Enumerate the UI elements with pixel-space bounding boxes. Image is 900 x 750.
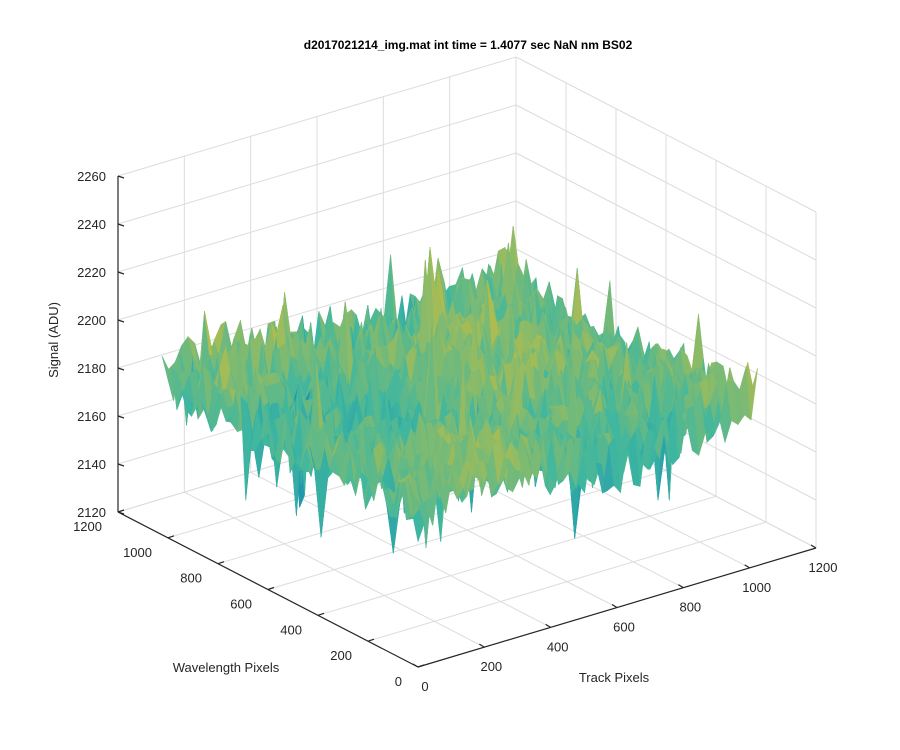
surface-mesh [161, 225, 758, 554]
x-tick-labels: 0 200 400 600 800 1000 1200 [421, 560, 837, 694]
chart-title: d2017021214_img.mat int time = 1.4077 se… [304, 38, 633, 52]
x-tick [412, 663, 419, 668]
z-tick [117, 223, 125, 227]
right-wall-grid-z [515, 248, 817, 405]
x-tick-label: 1200 [809, 560, 838, 575]
y-tick [417, 664, 425, 668]
z-tick-label: 2260 [77, 169, 106, 184]
y-tick-label: 800 [180, 571, 202, 586]
back-wall-grid-z [117, 200, 517, 321]
x-tick [479, 643, 485, 648]
x-tick [744, 564, 750, 569]
z-tick-label: 2140 [77, 457, 106, 472]
y-tick-label: 400 [280, 622, 302, 637]
x-tick-label: 200 [480, 659, 502, 674]
y-tick-labels: 0 200 400 600 800 1000 1200 [73, 519, 402, 689]
right-wall-grid-z [515, 200, 817, 357]
x-tick-label: 1000 [742, 580, 771, 595]
z-axis-label: Signal (ADU) [46, 302, 61, 378]
z-tick-label: 2200 [77, 313, 106, 328]
y-tick [317, 612, 325, 616]
y-tick-label: 1200 [73, 519, 102, 534]
right-wall-grid-z [515, 104, 817, 261]
y-tick [167, 535, 175, 539]
right-wall-grid-z [515, 56, 817, 213]
back-wall-grid-z [117, 56, 517, 177]
z-tick [117, 511, 125, 515]
y-tick [267, 586, 275, 591]
y-tick [367, 638, 375, 642]
x-tick [545, 623, 551, 628]
floor-grid-y [317, 495, 717, 616]
floor-grid-y [267, 470, 667, 590]
back-wall-grid-z [117, 152, 517, 273]
y-tick-label: 0 [395, 674, 402, 689]
y-tick-label: 600 [230, 597, 252, 612]
y-tick [217, 561, 225, 565]
x-tick [611, 603, 618, 609]
right-wall-grid-z [515, 152, 817, 309]
x-axis-label: Track Pixels [579, 670, 650, 685]
z-tick-label: 2160 [77, 409, 106, 424]
surface-cell [745, 366, 758, 421]
z-tick [117, 271, 125, 275]
z-tick [117, 367, 125, 371]
x-tick-label: 800 [679, 600, 701, 615]
x-tick-label: 400 [547, 639, 569, 654]
y-tick [117, 509, 125, 513]
z-tick [117, 463, 125, 467]
back-wall-grid-z [117, 104, 517, 225]
x-tick-label: 0 [421, 679, 428, 694]
z-tick-labels: 2120 2140 2160 2180 2200 2220 2240 2260 [77, 169, 106, 520]
z-tick-label: 2120 [77, 505, 106, 520]
x-tick [810, 544, 817, 549]
z-tick [117, 175, 125, 179]
axes [117, 175, 817, 668]
z-tick [117, 415, 125, 419]
x-tick [678, 584, 684, 589]
z-tick [117, 319, 125, 323]
y-tick-label: 200 [330, 648, 352, 663]
x-tick-label: 600 [613, 620, 635, 635]
y-axis-label: Wavelength Pixels [173, 660, 280, 675]
z-tick-label: 2220 [77, 265, 106, 280]
z-tick-label: 2180 [77, 361, 106, 376]
y-tick-label: 1000 [123, 545, 152, 560]
floor-grid-y [367, 521, 767, 642]
z-tick-label: 2240 [77, 217, 106, 232]
